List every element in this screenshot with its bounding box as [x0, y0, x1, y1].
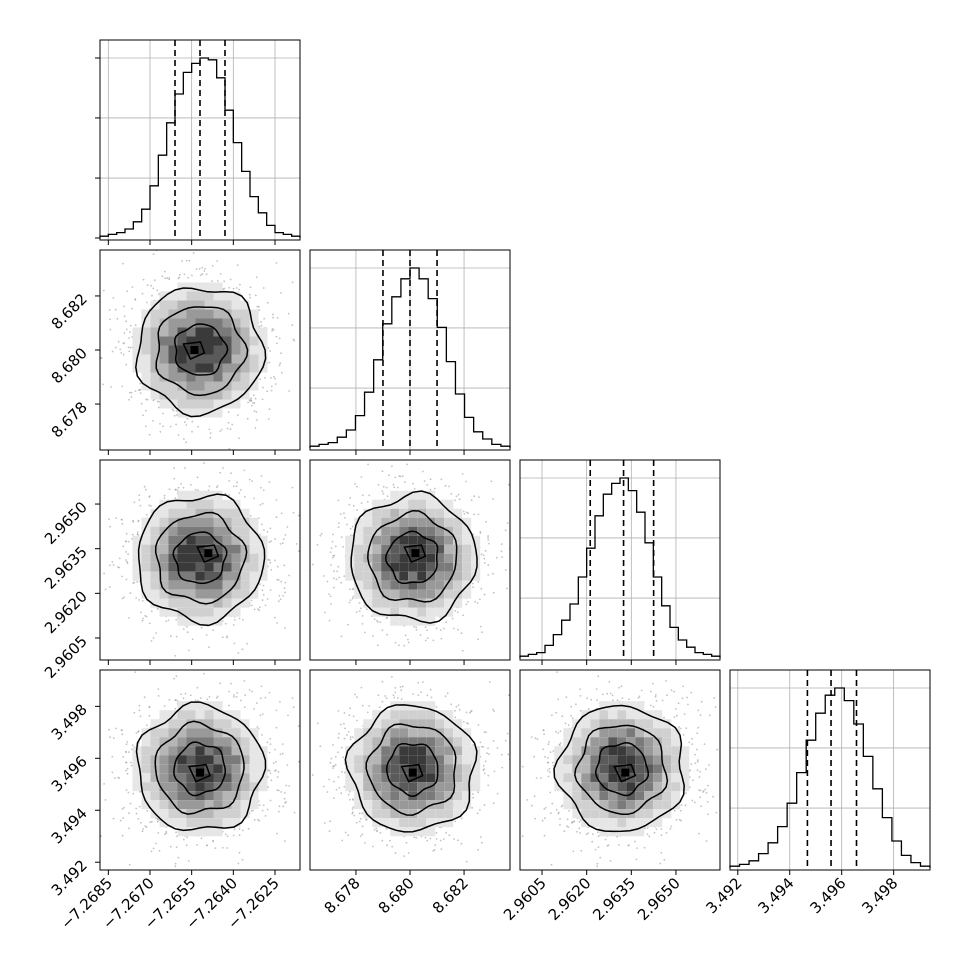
x-tick-label-p1: 8.680 [375, 874, 418, 917]
y-tick-label-p1: 8.680 [48, 344, 91, 387]
density-fill [345, 701, 481, 837]
scatter-panel-p0-p3 [95, 669, 301, 875]
y-tick-label-p2: 2.9635 [41, 543, 91, 593]
scatter-panel-p1-p3 [309, 669, 511, 875]
contour-2 [173, 741, 227, 797]
scatter-panel-p2-p3 [519, 669, 721, 875]
hist-panel-p1 [309, 249, 511, 455]
contour-2 [385, 742, 439, 798]
y-tick-label-p2: 2.9605 [41, 632, 91, 682]
y-tick-label-p2: 2.9650 [41, 498, 91, 548]
x-tick-label-p3: 3.492 [703, 874, 746, 917]
panel-frame [729, 669, 931, 871]
contour-2 [594, 742, 649, 797]
peak-contour [613, 763, 637, 783]
x-tick-label-p1: 8.678 [321, 874, 364, 917]
x-tick-label-p2: 2.9605 [500, 874, 550, 924]
peak-contour [182, 341, 206, 360]
peak-marker [196, 768, 204, 777]
contour-0 [553, 704, 685, 833]
peak-contour [400, 763, 424, 783]
panel-frame [519, 459, 721, 661]
contour-1 [154, 511, 248, 605]
peak-contour [403, 544, 427, 564]
hist-panel-p3 [729, 669, 931, 875]
peak-marker [190, 346, 199, 354]
x-tick-label-p2: 2.9620 [545, 874, 595, 924]
contour-0 [350, 490, 478, 624]
y-tick-label-p1: 8.678 [48, 398, 91, 441]
contour-0 [135, 287, 267, 418]
peak-marker [411, 549, 420, 558]
x-tick-label-p2: 2.9650 [634, 874, 684, 924]
x-tick-label-p1: 8.682 [429, 874, 472, 917]
panel-frame [519, 669, 721, 871]
hist-panel-p2 [519, 459, 721, 665]
x-tick-label-p3: 3.496 [806, 874, 849, 917]
panel-frame [99, 459, 301, 661]
peak-contour [187, 763, 211, 783]
y-tick-label-p3: 3.496 [48, 752, 91, 795]
scatter-panel-p1-p2 [309, 459, 511, 665]
density-fill [132, 282, 268, 418]
contour-1 [365, 723, 457, 816]
hist-panel-p0 [95, 39, 301, 245]
x-tick-label-p2: 2.9635 [589, 874, 639, 924]
contour-0 [135, 701, 267, 832]
contour-1 [574, 724, 669, 816]
y-tick-label-p1: 8.682 [48, 290, 91, 333]
contour-1 [155, 306, 249, 397]
histogram-p2 [519, 477, 721, 658]
scatter-panel-p0-p2 [95, 459, 301, 665]
histogram-p3 [729, 687, 931, 868]
contour-1 [367, 509, 458, 603]
peak-marker [621, 768, 630, 777]
y-tick-label-p2: 2.9620 [41, 587, 91, 637]
density-fill [132, 701, 268, 837]
peak-marker [408, 768, 417, 777]
peak-contour [196, 544, 220, 564]
x-tick-label-p3: 3.498 [858, 874, 901, 917]
contour-2 [172, 531, 228, 585]
contour-2 [174, 323, 229, 376]
x-tick-label-p3: 3.494 [754, 874, 797, 917]
peak-marker [204, 549, 213, 558]
y-tick-label-p3: 3.494 [48, 804, 91, 847]
contour-0 [137, 493, 266, 627]
contour-1 [154, 720, 245, 815]
contour-2 [384, 530, 439, 585]
scatter-panel-p0-p1 [95, 249, 301, 455]
panel-frame [99, 39, 301, 241]
contour-0 [344, 704, 478, 833]
panel-frame [99, 669, 301, 871]
y-tick-label-p3: 3.498 [48, 701, 91, 744]
